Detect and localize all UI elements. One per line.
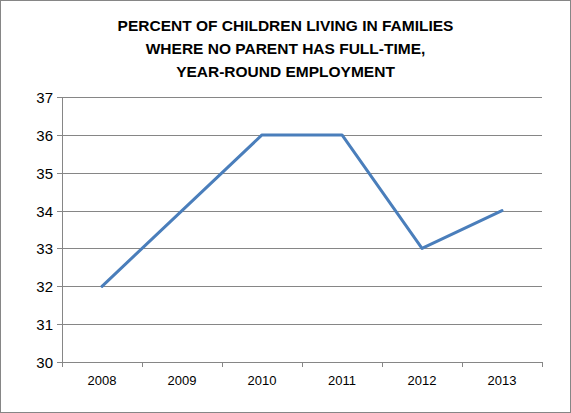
y-tick: [57, 173, 62, 174]
grid-line: [62, 173, 542, 174]
y-tick-label: 31: [36, 316, 53, 333]
grid-line: [62, 286, 542, 287]
x-tick: [62, 362, 63, 367]
y-tick: [57, 135, 62, 136]
y-tick-label: 33: [36, 240, 53, 257]
y-tick-label: 36: [36, 127, 53, 144]
grid-line: [62, 324, 542, 325]
x-tick: [222, 362, 223, 367]
grid-line: [62, 248, 542, 249]
y-axis: [62, 97, 63, 362]
grid-line: [62, 97, 542, 98]
chart: PERCENT OF CHILDREN LIVING IN FAMILIES WH…: [0, 0, 571, 413]
y-tick: [57, 97, 62, 98]
title: YEAR-ROUND EMPLOYMENT: [176, 63, 395, 80]
x-tick: [462, 362, 463, 367]
y-tick: [57, 248, 62, 249]
x-tick: [382, 362, 383, 367]
x-tick: [302, 362, 303, 367]
x-tick: [542, 362, 543, 367]
x-tick: [142, 362, 143, 367]
x-tick-label: 2008: [88, 373, 117, 388]
y-tick: [57, 211, 62, 212]
data-line: [102, 135, 502, 286]
x-tick-label: 2011: [328, 373, 356, 388]
x-tick-label: 2012: [408, 373, 437, 388]
y-tick: [57, 286, 62, 287]
y-tick-label: 37: [36, 89, 53, 106]
x-tick-label: 2009: [168, 373, 197, 388]
chart-frame: [1, 1, 571, 413]
y-tick-label: 34: [36, 203, 53, 220]
y-tick: [57, 362, 62, 363]
title: WHERE NO PARENT HAS FULL-TIME,: [146, 40, 426, 57]
title: PERCENT OF CHILDREN LIVING IN FAMILIES: [118, 17, 454, 34]
y-tick-label: 30: [36, 354, 53, 371]
x-tick-label: 2013: [488, 373, 517, 388]
x-tick-label: 2010: [248, 373, 277, 388]
grid-line: [62, 211, 542, 212]
y-tick: [57, 324, 62, 325]
plot-area: [102, 135, 502, 286]
y-tick-label: 32: [36, 278, 53, 295]
y-tick-label: 35: [36, 165, 53, 182]
